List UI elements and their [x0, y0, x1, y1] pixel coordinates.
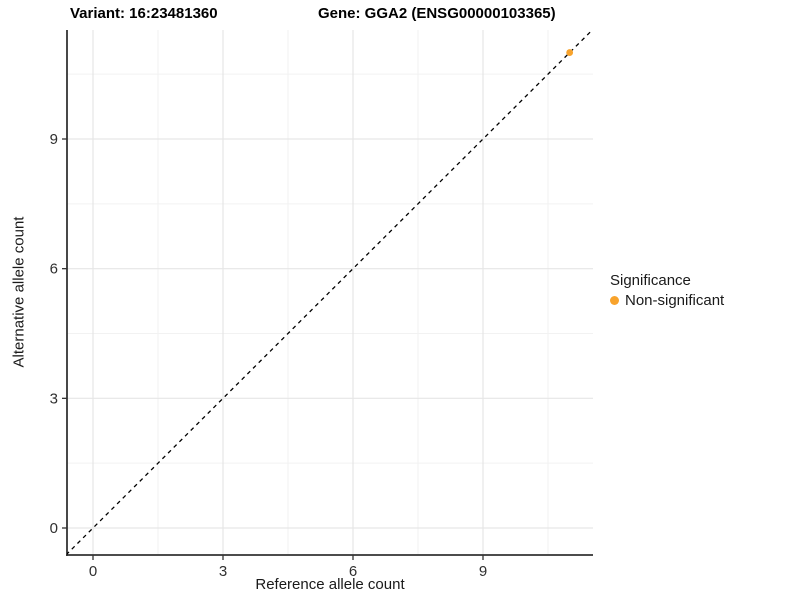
plot-title-variant: Variant: 16:23481360 [70, 5, 218, 22]
legend: Significance Non-significant [610, 272, 724, 309]
y-tick-label: 9 [50, 131, 58, 148]
y-axis-title: Alternative allele count [10, 216, 28, 368]
data-point [566, 49, 574, 56]
x-axis-title: Reference allele count [255, 576, 405, 593]
x-tick-label: 6 [349, 563, 357, 580]
plot-title-gene: Gene: GGA2 (ENSG00000103365) [318, 5, 556, 22]
legend-item: Non-significant [610, 292, 724, 309]
x-tick-label: 3 [219, 563, 227, 580]
y-tick-label: 6 [50, 261, 58, 278]
y-tick-label: 3 [50, 390, 58, 407]
y-tick-label: 0 [50, 520, 58, 537]
x-tick-label: 9 [479, 563, 487, 580]
legend-point-icon [610, 296, 619, 305]
legend-title: Significance [610, 272, 691, 289]
x-tick-label: 0 [89, 563, 97, 580]
legend-item-label: Non-significant [625, 292, 725, 309]
identity-line [67, 30, 593, 555]
